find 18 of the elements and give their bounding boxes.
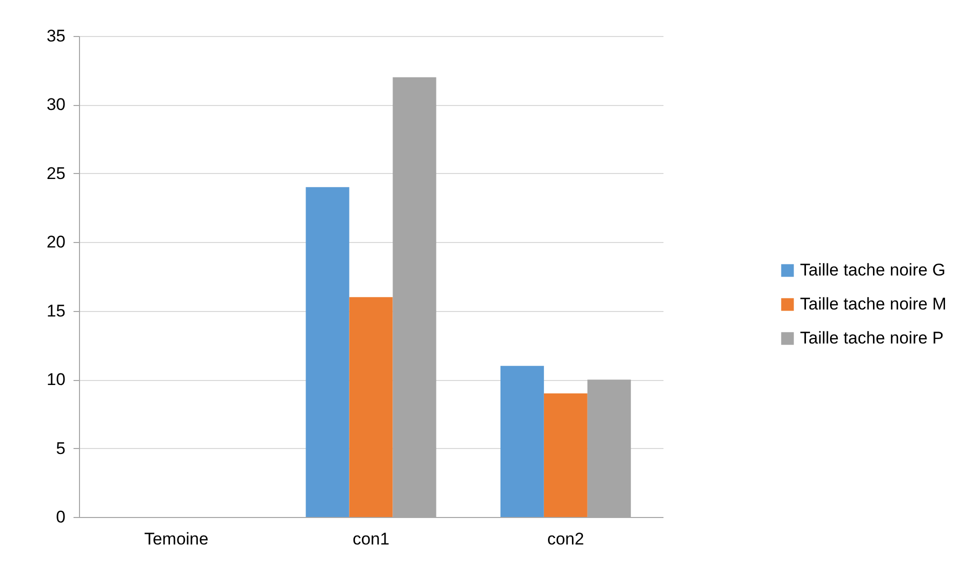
y-tick-label: 35 <box>46 26 66 46</box>
legend-label: Taille tache noire P <box>800 328 944 348</box>
y-tick-label: 20 <box>46 232 66 252</box>
bar <box>544 393 588 517</box>
y-tick-label: 5 <box>56 438 66 458</box>
legend-label: Taille tache noire G <box>800 260 946 280</box>
x-tick-label: con1 <box>352 530 390 548</box>
y-tick-label: 25 <box>46 164 66 183</box>
y-tick-label: 30 <box>46 95 66 114</box>
y-tick-label: 10 <box>46 370 66 390</box>
y-tick-label: 0 <box>56 508 66 526</box>
legend-label: Taille tache noire M <box>800 294 946 314</box>
bar <box>349 297 393 517</box>
x-tick-label: Temoine <box>144 530 208 548</box>
x-tick-label: con2 <box>547 530 584 548</box>
y-tick-label: 15 <box>46 301 66 320</box>
bar <box>500 366 544 517</box>
bar <box>306 187 350 517</box>
